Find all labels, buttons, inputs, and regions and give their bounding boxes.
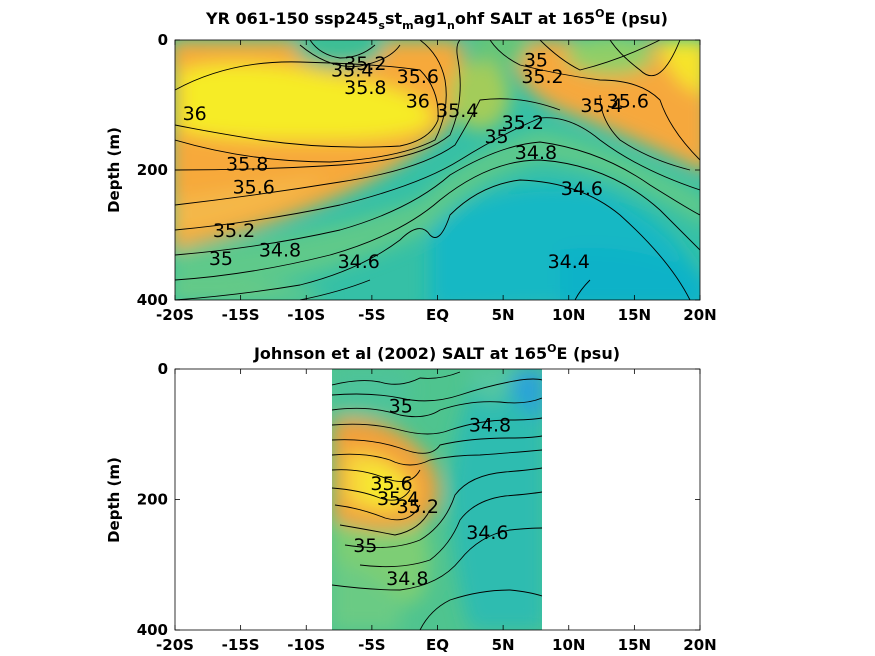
bottom-contour-label: 34.6 xyxy=(466,522,508,544)
top-contour-label: 35.2 xyxy=(521,66,563,88)
bottom-contour-label: 35 xyxy=(389,396,413,418)
top-contour-label: 35.4 xyxy=(580,95,622,117)
top-contour-lines xyxy=(175,40,700,300)
bottom-contour-labels: 35 34.8 35.635.435.2 35 34.6 34.8 xyxy=(353,396,511,590)
top-x-tick-label: -15S xyxy=(222,306,260,324)
bottom-axis-ticks: -20S -15S -10S -5S EQ 5N 10N 15N 20N 0 200 400 xyxy=(137,360,717,654)
top-axis-ticks: -20S -15S -10S -5S EQ 5N 10N 15N 20N 0 200 400 xyxy=(137,31,717,324)
bottom-contour-label: 35.4 xyxy=(377,488,419,510)
top-y-tick-label: 200 xyxy=(137,161,168,179)
bottom-y-tick-label: 0 xyxy=(158,360,168,378)
top-x-tick-label: -10S xyxy=(287,306,325,324)
bottom-x-tick-label: EQ xyxy=(426,636,449,654)
bottom-panel-title: Johnson et al (2002) SALT at 165OE (psu) xyxy=(253,342,620,363)
top-x-tick-label: 10N xyxy=(552,306,585,324)
top-panel: YR 061-150 ssp245sstmag1nohf SALT at 165… xyxy=(105,7,717,324)
top-y-tick-label: 400 xyxy=(137,291,168,309)
bottom-x-tick-label: 20N xyxy=(683,636,716,654)
top-contour-label: 35.2 xyxy=(213,220,255,242)
top-x-tick-label: 15N xyxy=(618,306,651,324)
top-contour-label: 36 xyxy=(406,90,430,112)
bottom-x-tick-label: -20S xyxy=(156,636,194,654)
bottom-x-tick-label: -10S xyxy=(287,636,325,654)
top-y-tick-label: 0 xyxy=(158,31,168,49)
top-y-axis-label: Depth (m) xyxy=(105,127,123,213)
bottom-x-tick-label: 10N xyxy=(552,636,585,654)
top-contour-label: 35.6 xyxy=(397,66,439,88)
top-x-tick-label: -20S xyxy=(156,306,194,324)
top-contour-label: 35.2 xyxy=(344,53,386,75)
top-contour-label: 34.4 xyxy=(548,251,590,273)
bottom-x-tick-label: -15S xyxy=(222,636,260,654)
bottom-panel: Johnson et al (2002) SALT at 165OE (psu) xyxy=(105,342,717,654)
bottom-contour-label: 34.8 xyxy=(386,568,428,590)
top-contour-label: 35.8 xyxy=(226,154,268,176)
bottom-y-tick-label: 200 xyxy=(137,491,168,509)
top-contour-label: 34.6 xyxy=(561,178,603,200)
top-x-tick-label: 5N xyxy=(492,306,515,324)
bottom-x-tick-label: -5S xyxy=(358,636,385,654)
bottom-contour-label: 35 xyxy=(353,535,377,557)
top-contour-label: 36 xyxy=(183,103,207,125)
top-x-tick-label: 20N xyxy=(683,306,716,324)
bottom-contour-lines xyxy=(332,371,542,630)
top-contour-label: 34.8 xyxy=(515,142,557,164)
bottom-salinity-field: 35 34.8 35.635.435.2 35 34.6 34.8 xyxy=(332,369,542,630)
bottom-x-tick-label: 5N xyxy=(492,636,515,654)
top-contour-label: 35.6 xyxy=(233,176,275,198)
top-contour-label: 35.8 xyxy=(344,77,386,99)
bottom-contour-label: 34.8 xyxy=(469,414,511,436)
top-contour-label: 35.6 xyxy=(607,90,649,112)
bottom-y-axis-label: Depth (m) xyxy=(105,457,123,543)
top-contour-label: 35.4 xyxy=(331,59,373,81)
top-contour-label: 34.6 xyxy=(338,251,380,273)
top-contour-label: 35.2 xyxy=(502,112,544,134)
top-panel-title: YR 061-150 ssp245sstmag1nohf SALT at 165… xyxy=(205,7,668,32)
bottom-x-tick-label: 15N xyxy=(618,636,651,654)
top-contour-label: 35 xyxy=(524,50,548,72)
top-x-tick-label: EQ xyxy=(426,306,449,324)
top-x-tick-label: -5S xyxy=(358,306,385,324)
top-contour-label: 35.4 xyxy=(436,100,478,122)
bottom-contour-label: 35.2 xyxy=(397,496,439,518)
bottom-y-tick-label: 400 xyxy=(137,621,168,639)
top-contour-label: 34.8 xyxy=(259,239,301,261)
top-contour-label: 35 xyxy=(484,126,508,148)
top-contour-label: 35 xyxy=(209,248,233,270)
bottom-contour-label: 35.6 xyxy=(370,473,412,495)
